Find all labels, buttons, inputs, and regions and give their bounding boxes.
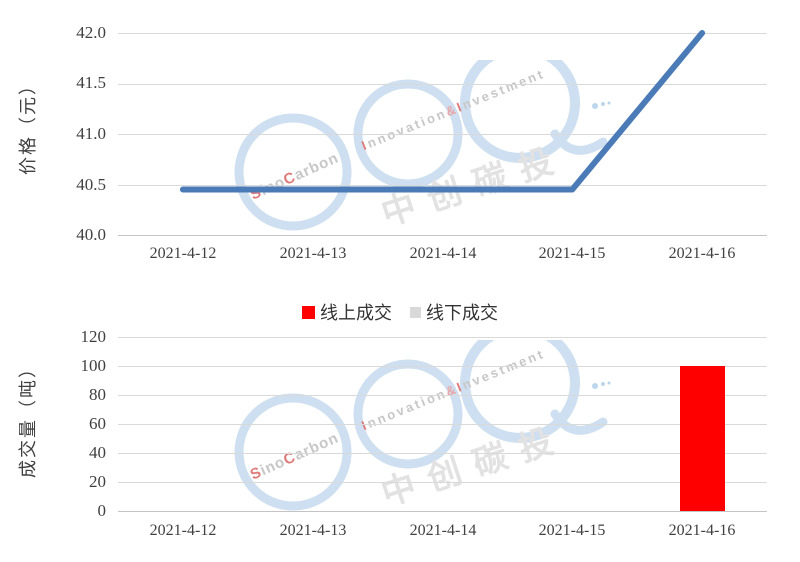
legend-swatch-online-icon bbox=[302, 305, 315, 319]
y-tick-label: 80 bbox=[89, 385, 106, 404]
y-tick-label: 100 bbox=[80, 356, 107, 375]
watermark-sparkle bbox=[607, 381, 611, 385]
watermark-letter: I bbox=[454, 378, 466, 395]
watermark-ring-left bbox=[234, 393, 352, 511]
x-tick-label: 2021-4-13 bbox=[279, 522, 347, 539]
watermark-rings-graphic bbox=[234, 340, 611, 511]
gridline bbox=[118, 33, 767, 34]
x-tick-label: 2021-4-12 bbox=[149, 522, 217, 539]
gridline bbox=[118, 337, 767, 338]
legend-item-online: 线上成交 bbox=[302, 299, 392, 325]
watermark-letter: ino bbox=[257, 453, 288, 480]
gridline bbox=[118, 453, 767, 454]
y-tick-label: 40.5 bbox=[76, 175, 106, 194]
x-tick-label: 2021-4-15 bbox=[538, 245, 606, 262]
watermark-letter: S bbox=[247, 463, 265, 484]
watermark-letter: arbon bbox=[291, 429, 342, 464]
sinocarbon-watermark: SinoCarbon Innovation&Investment 中创碳投 bbox=[225, 340, 615, 525]
volume-y-axis-title: 成交量（吨） bbox=[18, 358, 38, 478]
legend-label-offline: 线下成交 bbox=[426, 303, 498, 323]
watermark-letter: I bbox=[359, 417, 371, 434]
x-tick-label: 2021-4-16 bbox=[668, 245, 736, 262]
gridline bbox=[118, 482, 767, 483]
gridline bbox=[118, 366, 767, 367]
gridline bbox=[118, 511, 767, 512]
x-tick-label: 2021-4-16 bbox=[668, 522, 736, 539]
y-tick-label: 40 bbox=[89, 443, 106, 462]
watermark-ampersand: & bbox=[443, 380, 461, 400]
gridline bbox=[118, 395, 767, 396]
watermark-letter: nvestment bbox=[460, 345, 547, 393]
legend-item-offline: 线下成交 bbox=[410, 299, 498, 325]
x-tick-label: 2021-4-13 bbox=[279, 245, 347, 262]
x-tick-label: 2021-4-15 bbox=[538, 522, 606, 539]
y-tick-label: 0 bbox=[97, 501, 107, 520]
legend-label-online: 线上成交 bbox=[320, 303, 392, 323]
watermark-sparkle bbox=[592, 383, 598, 389]
y-tick-label: 41.5 bbox=[76, 73, 106, 92]
y-tick-label: 120 bbox=[80, 327, 107, 346]
watermark-sparkle bbox=[601, 382, 605, 386]
y-tick-label: 20 bbox=[89, 472, 106, 491]
x-tick-label: 2021-4-14 bbox=[409, 522, 477, 539]
volume-bar bbox=[679, 366, 725, 511]
watermark-sinocarbon-text: SinoCarbon bbox=[248, 429, 342, 483]
x-tick-label: 2021-4-14 bbox=[409, 245, 477, 262]
watermark-ring-middle bbox=[353, 359, 463, 469]
gridline bbox=[118, 235, 767, 236]
y-tick-label: 41.0 bbox=[76, 124, 106, 143]
price-y-axis-title: 价格（元） bbox=[18, 75, 38, 175]
watermark-letter: C bbox=[281, 448, 299, 469]
y-tick-label: 40.0 bbox=[76, 225, 106, 244]
price-line bbox=[179, 30, 706, 193]
legend-swatch-offline-icon bbox=[410, 306, 421, 318]
gridline bbox=[118, 424, 767, 425]
y-tick-label: 42.0 bbox=[76, 23, 106, 42]
watermark-ring-tail bbox=[550, 409, 608, 435]
price-line-plot bbox=[179, 30, 706, 193]
y-tick-label: 60 bbox=[89, 414, 106, 433]
x-tick-label: 2021-4-12 bbox=[149, 245, 217, 262]
watermark-chinese-brand: 中创碳投 bbox=[377, 419, 572, 514]
watermark-innovation-investment-text: Innovation&Investment bbox=[359, 346, 547, 433]
volume-legend: 线上成交 线下成交 bbox=[0, 299, 800, 325]
